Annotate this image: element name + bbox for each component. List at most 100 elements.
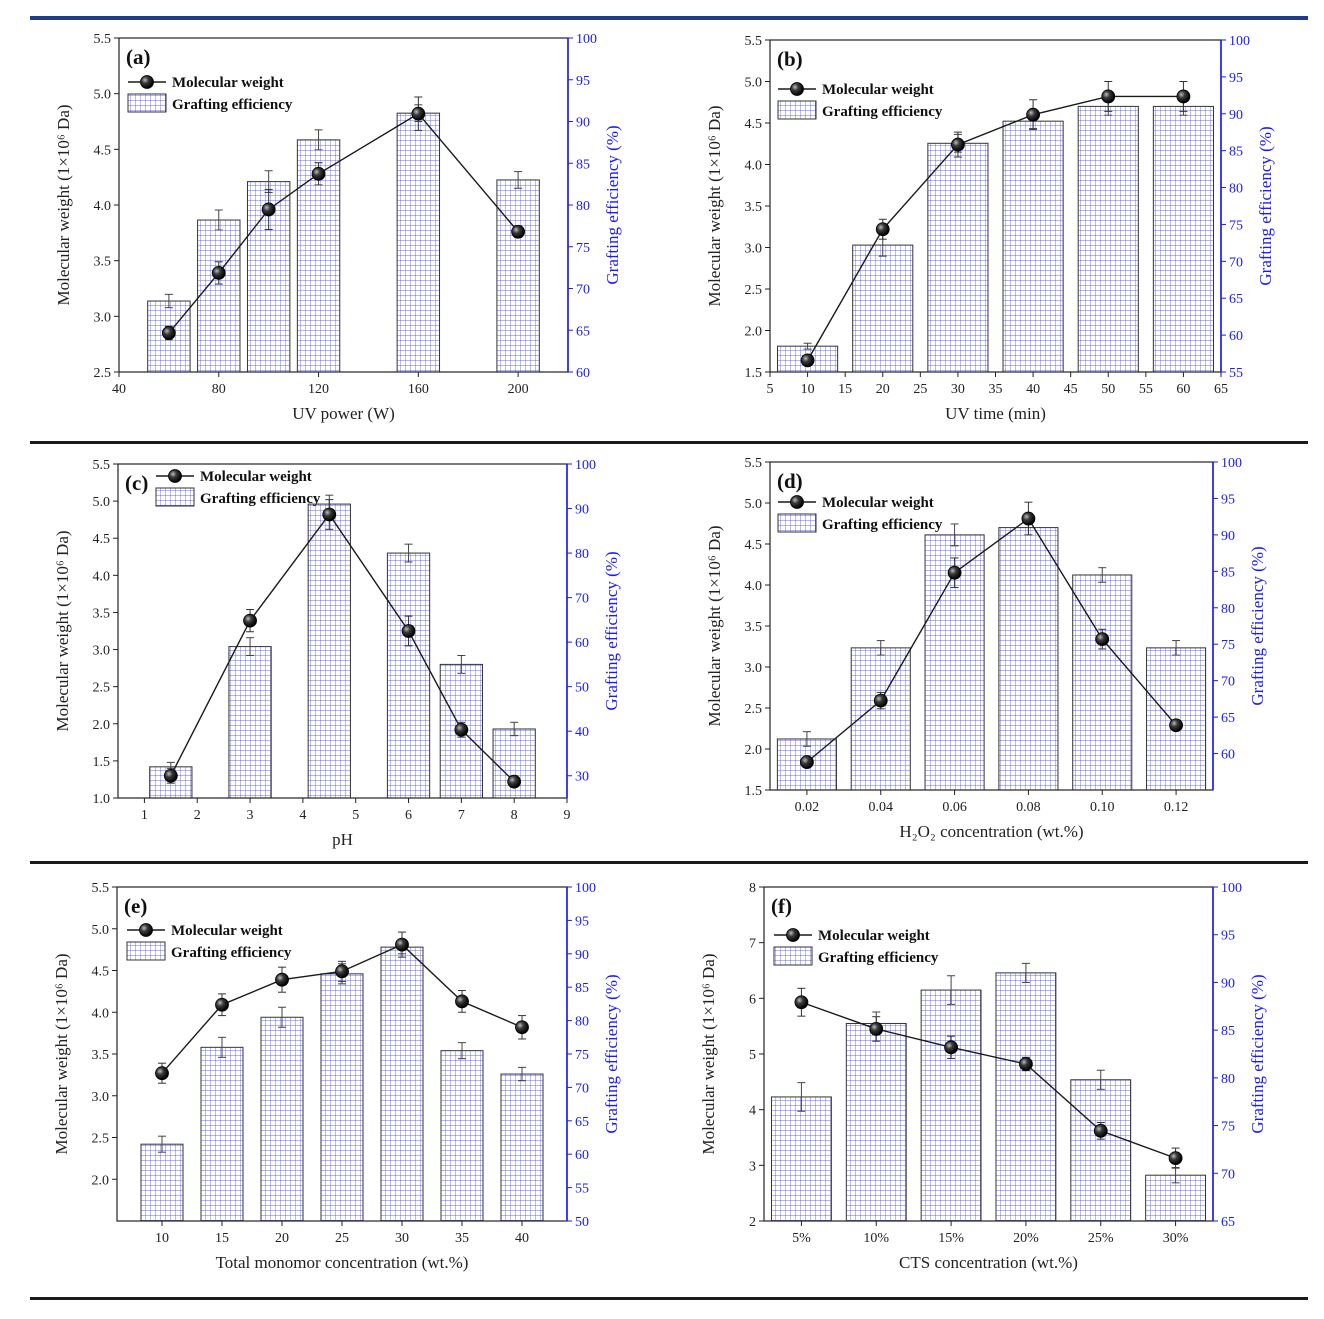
point-b-4 — [1026, 107, 1040, 122]
y-left-tick-label-b-5: 3.5 — [745, 200, 763, 215]
point-d-2 — [873, 693, 888, 708]
y-left-tick-label-d-4: 3.0 — [745, 661, 763, 676]
bar-b-5 — [1077, 105, 1139, 373]
x-tick-label-f-1: 5% — [792, 1231, 811, 1246]
y-right-tick-label-f-5: 85 — [1221, 1024, 1235, 1039]
y-left-axis-title-f: Molecular weight (1×10⁶ Da) — [699, 953, 718, 1154]
y-right-tick-label-c-5: 70 — [575, 592, 589, 607]
bar-c-2 — [228, 646, 272, 799]
y-left-tick-label-b-8: 5.0 — [745, 76, 763, 91]
x-axis-title-e: Total monomor concentration (wt.%) — [216, 1253, 469, 1272]
y-left-tick-label-c-4: 2.5 — [93, 681, 111, 696]
top-rule — [30, 16, 1308, 20]
panel-label-c: (c) — [125, 471, 148, 495]
y-left-tick-label-d-8: 5.0 — [745, 497, 763, 512]
y-right-tick-label-e-10: 95 — [575, 914, 589, 929]
x-tick-label-f-6: 30% — [1163, 1231, 1189, 1246]
x-tick-label-b-6: 30 — [951, 382, 965, 397]
y-right-tick-label-f-8: 100 — [1221, 881, 1242, 896]
y-right-tick-label-a-6: 85 — [576, 157, 590, 172]
y-left-tick-label-f-6: 7 — [749, 937, 756, 952]
y-left-tick-label-b-4: 3.0 — [745, 242, 763, 257]
y-left-tick-label-b-6: 4.0 — [745, 159, 763, 174]
x-tick-label-c-7: 7 — [458, 808, 465, 823]
x-tick-label-b-9: 45 — [1064, 382, 1078, 397]
y-left-tick-label-b-3: 2.5 — [745, 283, 763, 298]
y-right-tick-label-a-8: 95 — [576, 74, 590, 89]
point-d-1 — [800, 755, 814, 770]
x-tick-label-a-1: 40 — [112, 382, 126, 397]
panel-e: 10 15 20 25 30 35 40 2.0 2.5 3.0 3.5 4.0 4.5 5.0 5.5 50… — [52, 881, 621, 1272]
legend-bar-sample-c — [155, 487, 195, 507]
point-e-1 — [155, 1066, 169, 1081]
y-left-tick-label-c-2: 1.5 — [93, 755, 111, 770]
x-tick-label-e-6: 35 — [455, 1231, 469, 1246]
point-e-2 — [215, 997, 229, 1012]
point-c-5 — [454, 722, 469, 737]
y-left-tick-label-d-3: 2.5 — [745, 702, 763, 717]
x-tick-label-b-1: 5 — [767, 382, 774, 397]
bar-d-2 — [850, 647, 911, 791]
series-line-f — [801, 1001, 1176, 1159]
x-tick-label-c-6: 6 — [405, 808, 412, 823]
bar-a-6 — [496, 179, 540, 373]
y-right-tick-label-b-4: 70 — [1229, 255, 1243, 270]
x-tick-label-b-5: 25 — [913, 382, 927, 397]
bar-e-4 — [320, 973, 364, 1222]
x-axis-title-a: UV power (W) — [292, 404, 395, 423]
y-left-tick-label-a-2: 3.0 — [94, 310, 112, 325]
series-line-c — [170, 513, 515, 783]
y-right-tick-label-a-1: 60 — [576, 366, 590, 381]
y-left-tick-label-f-5: 6 — [749, 992, 756, 1007]
point-a-3 — [261, 202, 276, 217]
legend-marker-sample-e — [139, 923, 153, 937]
y-right-tick-label-e-9: 90 — [575, 948, 589, 963]
point-d-4 — [1021, 511, 1036, 526]
legend-label-grafting-efficiency-d: Grafting efficiency — [822, 517, 943, 533]
y-left-tick-label-d-2: 2.0 — [745, 743, 763, 758]
y-right-axis-title-e: Grafting efficiency (%) — [602, 974, 621, 1133]
y-right-tick-label-c-2: 40 — [575, 725, 589, 740]
x-tick-label-e-1: 10 — [155, 1231, 169, 1246]
y-right-tick-label-d-4: 75 — [1221, 638, 1235, 653]
point-d-6 — [1169, 718, 1183, 733]
x-tick-label-d-2: 0.04 — [869, 800, 894, 815]
legend-marker-sample-d — [790, 495, 804, 509]
point-b-3 — [951, 137, 965, 152]
y-left-tick-label-c-7: 4.0 — [93, 569, 111, 584]
y-left-tick-label-e-7: 5.0 — [92, 923, 110, 938]
y-left-tick-label-e-8: 5.5 — [92, 881, 110, 896]
x-tick-label-b-2: 10 — [801, 382, 815, 397]
bar-d-4 — [998, 527, 1059, 791]
y-right-tick-label-e-6: 75 — [575, 1048, 589, 1063]
point-d-3 — [947, 565, 962, 580]
y-right-tick-label-c-7: 90 — [575, 503, 589, 518]
x-tick-label-a-3: 120 — [308, 382, 329, 397]
point-c-1 — [163, 768, 178, 783]
y-left-tick-label-c-10: 5.5 — [93, 458, 111, 473]
panel-label-d: (d) — [777, 469, 803, 493]
bar-a-5 — [396, 112, 441, 373]
y-right-tick-label-d-3: 70 — [1221, 675, 1235, 690]
point-c-6 — [507, 774, 522, 789]
x-tick-label-e-2: 15 — [215, 1231, 229, 1246]
y-left-tick-label-d-6: 4.0 — [745, 579, 763, 594]
y-left-tick-label-e-4: 3.5 — [92, 1048, 110, 1063]
y-left-tick-label-a-7: 5.5 — [94, 32, 112, 47]
y-right-tick-label-d-6: 85 — [1221, 565, 1235, 580]
x-tick-label-c-1: 1 — [141, 808, 148, 823]
legend-bar-sample-f — [773, 946, 813, 966]
legend-marker-sample-a — [140, 75, 154, 89]
y-right-axis-title-b: Grafting efficiency (%) — [1256, 126, 1275, 285]
x-axis-title-b: UV time (min) — [945, 404, 1046, 423]
y-left-tick-label-b-1: 1.5 — [745, 366, 763, 381]
point-e-3 — [275, 972, 289, 987]
x-tick-label-a-5: 200 — [508, 382, 529, 397]
bar-f-1 — [770, 1096, 832, 1222]
point-f-1 — [794, 995, 809, 1010]
point-e-5 — [395, 937, 409, 952]
bar-e-2 — [200, 1046, 244, 1222]
y-left-tick-label-f-1: 2 — [749, 1215, 756, 1230]
y-right-tick-label-a-9: 100 — [576, 32, 597, 47]
x-tick-label-c-3: 3 — [247, 808, 254, 823]
